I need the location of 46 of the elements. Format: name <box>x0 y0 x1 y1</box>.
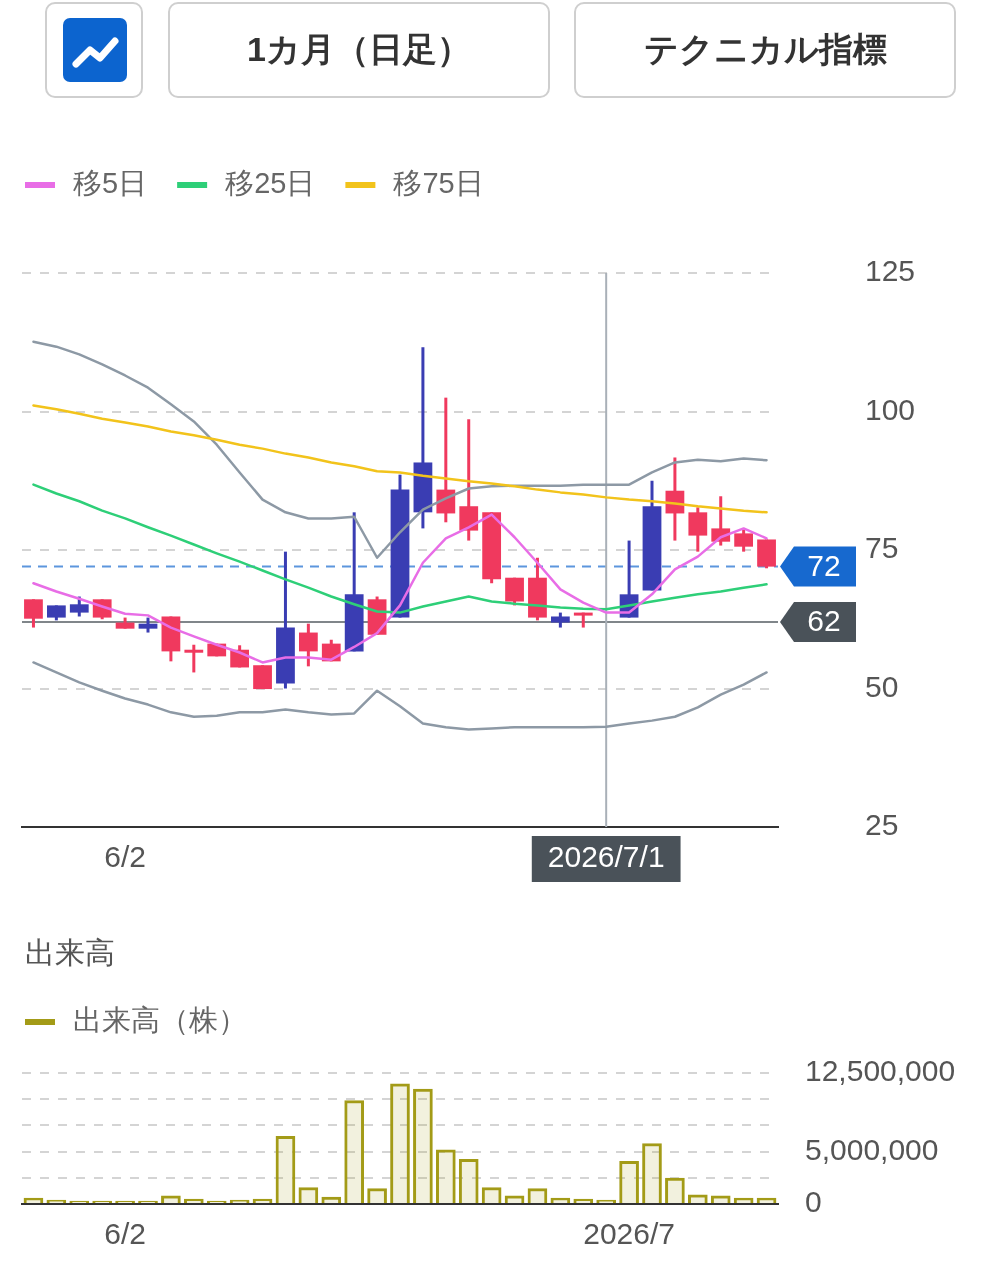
bar <box>344 1100 365 1203</box>
legend-label: 移5日 <box>73 167 148 199</box>
bar <box>321 1196 342 1203</box>
bar <box>756 1197 777 1203</box>
y-tick-label: 100 <box>865 392 916 426</box>
candlestick <box>734 529 754 552</box>
bar <box>413 1088 433 1203</box>
legend-label: 移75日 <box>393 167 484 199</box>
candlestick <box>505 577 524 606</box>
bar <box>435 1149 456 1203</box>
candlestick <box>24 599 43 628</box>
ref-line-label: 72 <box>807 548 841 582</box>
y-tick-label: 5,000,000 <box>805 1132 939 1166</box>
bar <box>550 1197 571 1203</box>
bar <box>665 1177 685 1203</box>
candlestick <box>184 644 204 673</box>
y-tick-label: 0 <box>805 1185 822 1219</box>
bar <box>252 1198 273 1203</box>
legend-label: 出来高（株） <box>73 1004 247 1036</box>
y-tick-label: 12,500,000 <box>805 1054 956 1088</box>
bar <box>23 1197 44 1203</box>
legend-label: 移25日 <box>225 167 316 199</box>
candlestick <box>69 596 89 617</box>
bar <box>275 1135 296 1203</box>
y-tick-label: 50 <box>865 669 899 703</box>
x-tick-label: 6/2 <box>104 840 146 874</box>
bar <box>458 1158 479 1203</box>
bar <box>733 1197 754 1203</box>
x-tick-label: 6/2 <box>104 1217 146 1251</box>
bar <box>687 1194 708 1203</box>
bar <box>710 1195 731 1203</box>
candlestick <box>688 507 708 552</box>
bar <box>183 1198 204 1203</box>
chart-title: 出来高 <box>25 936 115 970</box>
bar <box>642 1143 662 1203</box>
bar <box>161 1195 181 1203</box>
y-tick-label: 125 <box>865 254 916 288</box>
x-tick-label: 2026/7/1 <box>547 840 665 874</box>
x-tick-label: 2026/7 <box>583 1217 675 1251</box>
bar <box>619 1161 639 1203</box>
ref-line-label: 62 <box>807 604 841 638</box>
y-tick-label: 25 <box>865 808 899 842</box>
bar <box>573 1198 594 1203</box>
y-tick-label: 75 <box>865 531 899 565</box>
bar <box>390 1083 410 1203</box>
candlestick <box>298 623 318 667</box>
